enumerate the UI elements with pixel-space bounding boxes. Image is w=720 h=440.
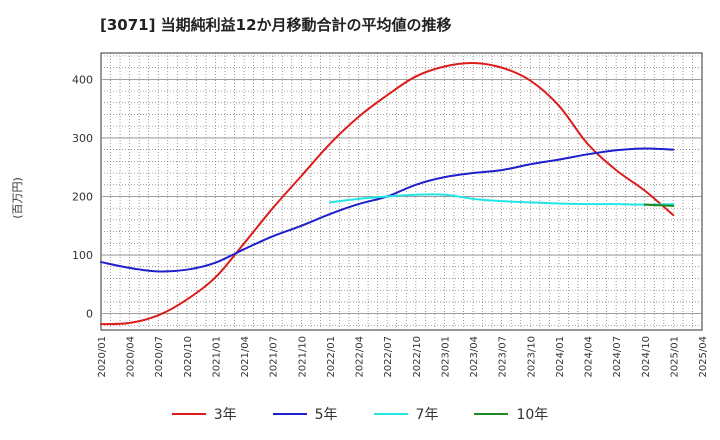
y-tick-label: 0 (86, 308, 93, 321)
x-tick-label: 2020/04 (126, 336, 137, 378)
legend-label: 5年 (314, 407, 338, 423)
legend-swatch (474, 413, 509, 415)
x-tick-label: 2023/07 (498, 336, 509, 378)
x-tick-label: 2022/10 (412, 336, 423, 378)
x-tick-label: 2022/01 (326, 336, 337, 378)
series-line-1 (100, 61, 675, 326)
x-tick-label: 2023/01 (440, 336, 451, 378)
y-tick-label: 200 (72, 190, 93, 203)
legend-swatch (272, 413, 307, 415)
chart-title: [3071] 当期純利益12か月移動合計の平均値の推移 (100, 16, 452, 34)
y-tick-label: 300 (72, 132, 93, 145)
legend-label: 7年 (415, 407, 439, 423)
x-tick-label: 2021/04 (240, 336, 251, 378)
x-tick-label: 2024/01 (555, 336, 566, 378)
legend-item-2: 5年 (272, 404, 338, 424)
legend-item-1: 3年 (171, 404, 237, 424)
x-tick-label: 2021/01 (211, 336, 222, 378)
x-tick-label: 2025/01 (669, 336, 680, 378)
x-tick-label: 2024/07 (612, 336, 623, 378)
x-tick-label: 2021/07 (269, 336, 280, 378)
legend-item-4: 10年 (474, 404, 548, 424)
x-tick-label: 2023/04 (469, 336, 480, 378)
legend-swatch (171, 413, 206, 415)
x-tick-label: 2024/04 (584, 336, 595, 378)
legend-label: 10年 (516, 407, 549, 423)
x-tick-label: 2023/10 (526, 336, 537, 378)
x-tick-label: 2022/07 (383, 336, 394, 378)
x-tick-label: 2021/10 (297, 336, 308, 378)
legend-item-3: 7年 (373, 404, 439, 424)
x-tick-label: 2020/01 (97, 336, 108, 378)
x-tick-label: 2024/10 (641, 336, 652, 378)
y-tick-label: 400 (72, 73, 93, 86)
legend-swatch (373, 413, 408, 415)
chart-legend: 3年 5年 7年 10年 (0, 404, 720, 424)
legend-label: 3年 (213, 407, 237, 423)
x-tick-label: 2020/07 (154, 336, 165, 378)
series-line-3 (328, 193, 675, 206)
x-tick-label: 2020/10 (183, 336, 194, 378)
y-tick-label: 100 (72, 249, 93, 262)
x-tick-label: 2022/04 (355, 336, 366, 378)
series-line-4 (643, 203, 675, 207)
x-tick-label: 2025/04 (698, 336, 709, 378)
